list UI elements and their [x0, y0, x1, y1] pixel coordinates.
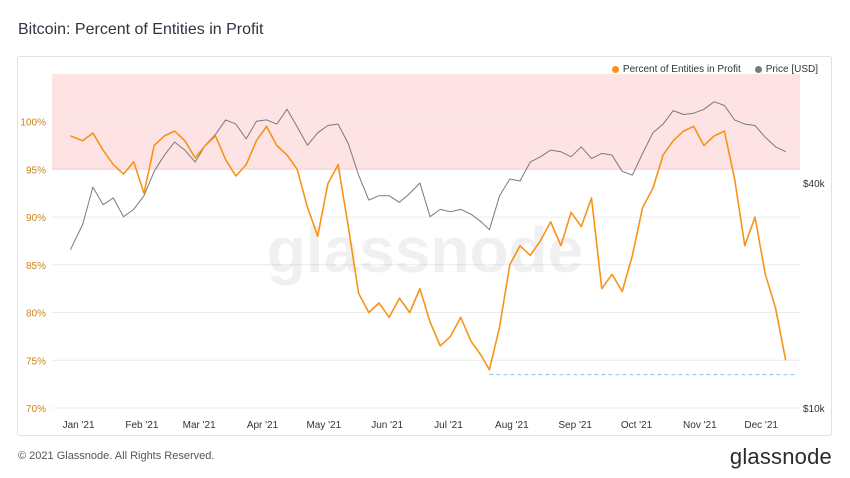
price-line — [69, 101, 786, 251]
footer-copyright: © 2021 Glassnode. All Rights Reserved. — [18, 450, 215, 462]
legend-item-profit[interactable]: Percent of Entities in Profit — [611, 64, 741, 75]
grid-layer — [52, 121, 800, 409]
x-tick-label: Jan '21 — [63, 420, 95, 431]
legend-dot-profit — [611, 66, 619, 73]
legend-label-price: Price [USD] — [765, 64, 818, 75]
y-left-tick-label: 90% — [26, 213, 46, 224]
x-tick-label: Apr '21 — [247, 420, 279, 431]
y-left-tick-label: 75% — [26, 356, 46, 367]
legend-label-profit: Percent of Entities in Profit — [622, 64, 741, 75]
x-tick-label: Jun '21 — [371, 420, 403, 431]
x-tick-label: Mar '21 — [183, 420, 216, 431]
x-tick-label: Sep '21 — [558, 420, 592, 431]
brand-logo[interactable]: glassnode — [729, 444, 832, 469]
x-tick-label: Nov '21 — [683, 420, 717, 431]
y-left-tick-label: 100% — [20, 118, 46, 129]
x-tick-label: Oct '21 — [621, 420, 653, 431]
x-tick-label: Feb '21 — [125, 420, 158, 431]
profit-series-layer — [70, 125, 787, 371]
legend-dot-price — [754, 66, 762, 73]
price-series-layer — [69, 101, 786, 251]
y-left-tick-label: 80% — [26, 309, 46, 320]
axis-layer: 70% 75% 80% 85% 90% 95% 100% $10k $40k Jan '21 Feb… — [20, 118, 825, 431]
y-right-tick-label: $10k — [803, 404, 826, 415]
profit-line — [70, 125, 787, 371]
legend-item-price[interactable]: Price [USD] — [754, 64, 818, 75]
x-tick-label: Aug '21 — [495, 420, 529, 431]
y-left-tick-label: 85% — [26, 261, 46, 272]
chart-panel — [17, 56, 832, 436]
y-left-tick-label: 95% — [26, 165, 46, 176]
chart-title: Bitcoin: Percent of Entities in Profit — [18, 21, 264, 38]
x-tick-label: May '21 — [306, 420, 341, 431]
y-left-tick-label: 70% — [26, 404, 46, 415]
legend: Percent of Entities in Profit Price [USD… — [611, 64, 818, 75]
x-tick-label: Dec '21 — [744, 420, 778, 431]
y-right-tick-label: $40k — [803, 179, 826, 190]
x-tick-label: Jul '21 — [434, 420, 463, 431]
